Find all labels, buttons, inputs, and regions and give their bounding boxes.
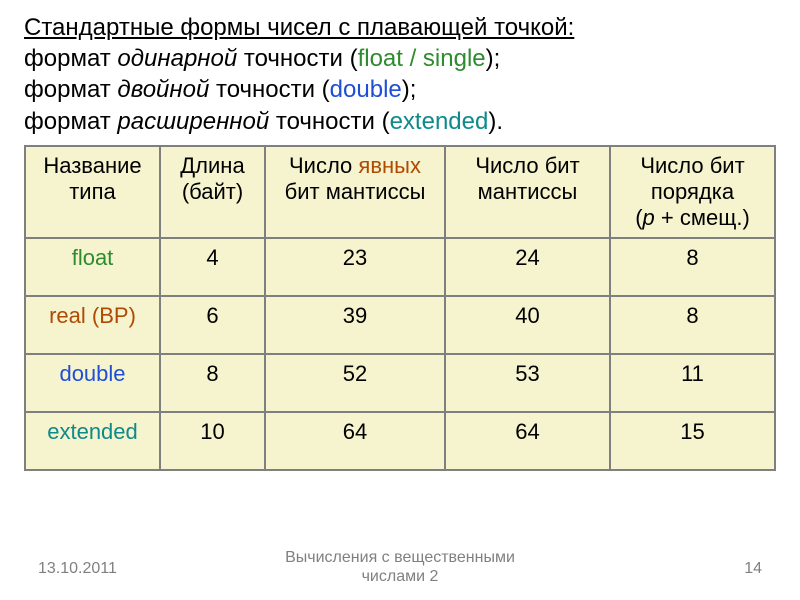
cell-length: 6 — [160, 296, 265, 354]
text: ). — [488, 108, 503, 135]
text-p: p — [643, 205, 655, 230]
text: бит мантиссы — [285, 179, 426, 204]
cell-exponent: 11 — [610, 354, 775, 412]
col-explicit: Число явных бит мантиссы — [265, 146, 445, 238]
cell-explicit: 64 — [265, 412, 445, 470]
cell-length: 4 — [160, 238, 265, 296]
cell-exponent: 8 — [610, 296, 775, 354]
text: + смещ.) — [655, 205, 750, 230]
intro-line2: формат двойной точности (double); — [24, 76, 416, 103]
intro-heading: Стандартные формы чисел с плавающей точк… — [24, 14, 574, 41]
cell-exponent: 8 — [610, 238, 775, 296]
cell-mantissa: 64 — [445, 412, 610, 470]
text: Вычисления с вещественными — [285, 549, 515, 566]
text: ( — [635, 205, 642, 230]
cell-length: 8 — [160, 354, 265, 412]
col-length: Длина (байт) — [160, 146, 265, 238]
cell-exponent: 15 — [610, 412, 775, 470]
cell-typename: real (BP) — [25, 296, 160, 354]
footer-pageno: 14 — [744, 560, 762, 578]
table-row: double 8 52 53 11 — [25, 354, 775, 412]
text: формат — [24, 45, 117, 72]
cell-typename: float — [25, 238, 160, 296]
cell-mantissa: 53 — [445, 354, 610, 412]
text-italic: двойной — [117, 76, 209, 103]
cell-typename: double — [25, 354, 160, 412]
table-row: float 4 23 24 8 — [25, 238, 775, 296]
text: точности ( — [209, 76, 329, 103]
cell-explicit: 39 — [265, 296, 445, 354]
keyword-double: double — [330, 76, 402, 103]
cell-mantissa: 40 — [445, 296, 610, 354]
table-header-row: Название типа Длина (байт) Число явных б… — [25, 146, 775, 238]
cell-explicit: 52 — [265, 354, 445, 412]
text: числами 2 — [362, 568, 439, 585]
text: ); — [402, 76, 417, 103]
cell-typename: extended — [25, 412, 160, 470]
text-highlight: явных — [358, 153, 421, 178]
text: Число бит порядка — [640, 153, 744, 204]
table-row: real (BP) 6 39 40 8 — [25, 296, 775, 354]
text: точности ( — [237, 45, 357, 72]
footer-title: Вычисления с вещественными числами 2 — [0, 548, 800, 586]
cell-mantissa: 24 — [445, 238, 610, 296]
text: точности ( — [269, 108, 389, 135]
table-row: extended 10 64 64 15 — [25, 412, 775, 470]
text: формат — [24, 108, 117, 135]
text: формат — [24, 76, 117, 103]
intro-line1: формат одинарной точности (float / singl… — [24, 45, 500, 72]
slide: Стандартные формы чисел с плавающей точк… — [0, 0, 800, 600]
col-mantissa: Число бит мантиссы — [445, 146, 610, 238]
col-typename: Название типа — [25, 146, 160, 238]
keyword-float: float / single — [358, 45, 486, 72]
keyword-extended: extended — [390, 108, 489, 135]
text: ); — [486, 45, 501, 72]
formats-table: Название типа Длина (байт) Число явных б… — [24, 145, 776, 471]
intro-line3: формат расширенной точности (extended). — [24, 108, 503, 135]
text-italic: одинарной — [117, 45, 237, 72]
cell-length: 10 — [160, 412, 265, 470]
col-exponent: Число бит порядка (p + смещ.) — [610, 146, 775, 238]
text: Число — [289, 153, 358, 178]
intro-text: Стандартные формы чисел с плавающей точк… — [24, 12, 776, 137]
cell-explicit: 23 — [265, 238, 445, 296]
text-italic: расширенной — [117, 108, 269, 135]
